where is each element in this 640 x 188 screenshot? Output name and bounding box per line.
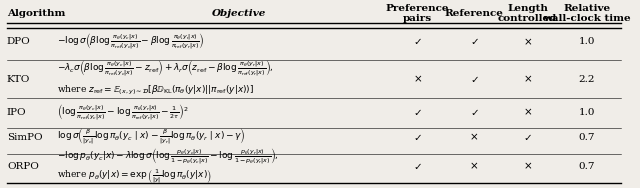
Text: KTO: KTO	[7, 75, 30, 84]
Text: $-\log p_\theta(y_c|x) - \lambda \log \sigma \left( \log \frac{p_\theta(y_c|x)}{: $-\log p_\theta(y_c|x) - \lambda \log \s…	[57, 146, 279, 167]
Text: DPO: DPO	[7, 37, 31, 46]
Text: 0.7: 0.7	[579, 162, 595, 171]
Text: $\times$: $\times$	[470, 132, 479, 143]
Text: $\left( \log \frac{\pi_\theta(y_c|x)}{\pi_\mathrm{ref}(y_c|x)} - \log \frac{\pi_: $\left( \log \frac{\pi_\theta(y_c|x)}{\p…	[57, 102, 189, 123]
Text: Length
controlled: Length controlled	[498, 4, 557, 23]
Text: Algorithm: Algorithm	[7, 9, 65, 18]
Text: $\times$: $\times$	[523, 107, 532, 118]
Text: 2.2: 2.2	[579, 75, 595, 84]
Text: $\times$: $\times$	[523, 37, 532, 47]
Text: $\times$: $\times$	[523, 74, 532, 85]
Text: $\checkmark$: $\checkmark$	[413, 37, 422, 46]
Text: $\checkmark$: $\checkmark$	[470, 108, 479, 117]
Text: 1.0: 1.0	[579, 108, 595, 117]
Text: $\checkmark$: $\checkmark$	[470, 75, 479, 84]
Text: $\checkmark$: $\checkmark$	[413, 133, 422, 142]
Text: IPO: IPO	[7, 108, 27, 117]
Text: $\checkmark$: $\checkmark$	[523, 133, 532, 142]
Text: $\checkmark$: $\checkmark$	[413, 162, 422, 171]
Text: $\log \sigma \left( \frac{\beta}{|y_c|} \log \pi_\theta \left( y_c \mid x \right: $\log \sigma \left( \frac{\beta}{|y_c|} …	[57, 127, 246, 147]
Text: $\checkmark$: $\checkmark$	[413, 108, 422, 117]
Text: where $p_\theta(y|x) = \exp \left( \frac{1}{|y|} \log \pi_\theta(y|x) \right)$: where $p_\theta(y|x) = \exp \left( \frac…	[57, 168, 212, 186]
Text: $\checkmark$: $\checkmark$	[470, 37, 479, 46]
Text: $\times$: $\times$	[413, 74, 422, 85]
Text: Relative
wall-clock time: Relative wall-clock time	[543, 4, 631, 23]
Text: $\times$: $\times$	[523, 161, 532, 172]
Text: $-\log \sigma \left( \beta \log \frac{\pi_\theta(y_c|x)}{\pi_\mathrm{ref}(y_c|x): $-\log \sigma \left( \beta \log \frac{\p…	[57, 32, 205, 52]
Text: 0.7: 0.7	[579, 133, 595, 142]
Text: $-\lambda_c \sigma \left( \beta \log \frac{\pi_\theta(y_c|x)}{\pi_\mathrm{ref}(y: $-\lambda_c \sigma \left( \beta \log \fr…	[57, 59, 274, 79]
Text: $\times$: $\times$	[470, 161, 479, 172]
Text: SimPO: SimPO	[7, 133, 43, 142]
Text: 1.0: 1.0	[579, 37, 595, 46]
Text: Objective: Objective	[212, 9, 266, 18]
Text: ORPO: ORPO	[7, 162, 39, 171]
Text: where $z_\mathrm{ref} = \mathbb{E}_{(x,y)\sim\mathcal{D}}[\beta \mathbb{D}_\math: where $z_\mathrm{ref} = \mathbb{E}_{(x,y…	[57, 84, 254, 97]
Text: Preference
pairs: Preference pairs	[386, 4, 449, 23]
Text: Reference: Reference	[445, 9, 504, 18]
